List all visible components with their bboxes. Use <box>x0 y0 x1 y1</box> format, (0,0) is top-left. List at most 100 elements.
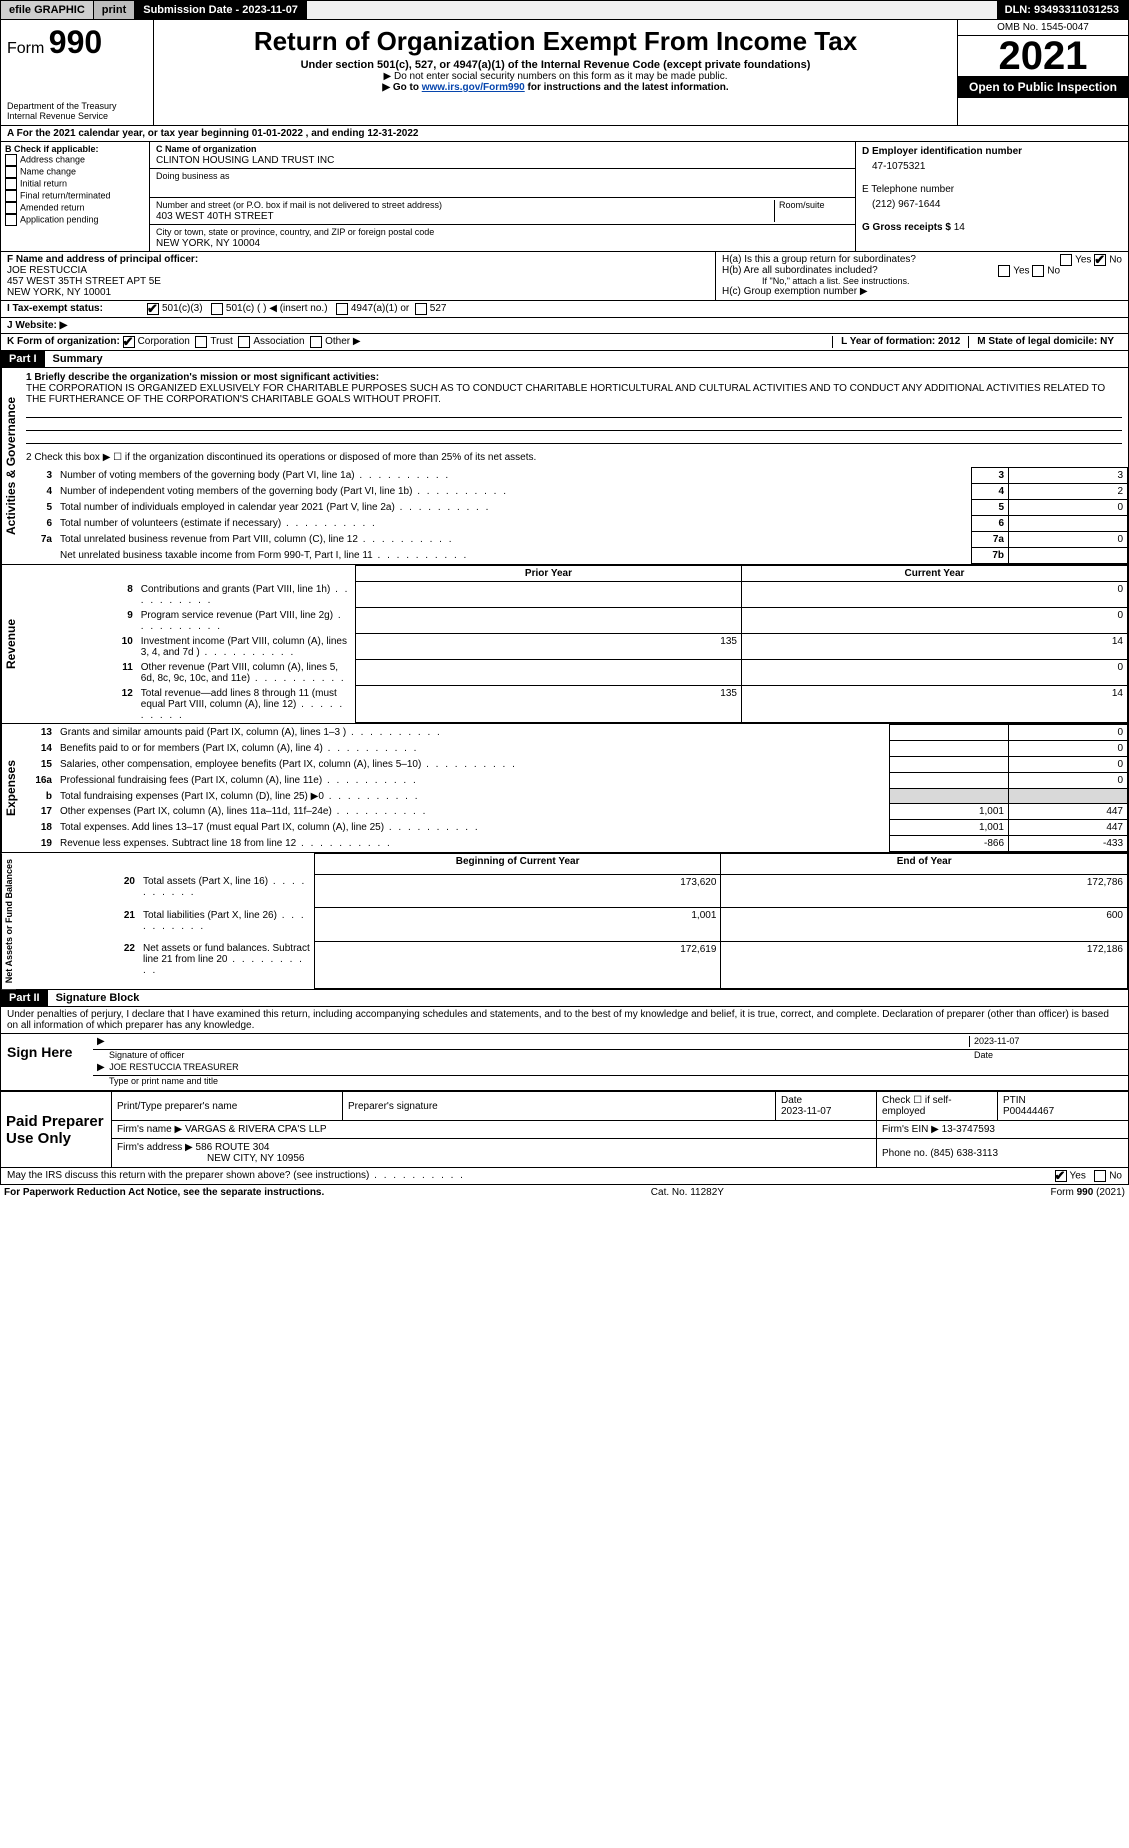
gross-receipts: G Gross receipts $ 14 <box>862 222 1122 233</box>
ha-group-return: H(a) Is this a group return for subordin… <box>722 254 1122 265</box>
chk-trust[interactable] <box>195 336 207 348</box>
chk-501c[interactable] <box>211 303 223 315</box>
hb-note: If "No," attach a list. See instructions… <box>722 276 1122 286</box>
chk-other[interactable] <box>310 336 322 348</box>
col-current-year: Current Year <box>741 566 1127 582</box>
gross-value: 14 <box>954 222 965 233</box>
date-label: Date <box>974 1050 1124 1060</box>
opt-501c: 501(c) ( ) ◀ (insert no.) <box>226 303 328 315</box>
ssn-note: ▶ Do not enter social security numbers o… <box>160 71 951 82</box>
chk-501c3[interactable] <box>147 303 159 315</box>
row-k-form-org: K Form of organization: Corporation Trus… <box>0 334 1129 351</box>
hb-yes-chk[interactable] <box>998 265 1010 277</box>
chk-label: Initial return <box>20 178 67 188</box>
form-title: Return of Organization Exempt From Incom… <box>160 26 951 57</box>
yes-label: Yes <box>1070 1171 1086 1182</box>
phone-label: Phone no. <box>882 1148 928 1159</box>
chk-amended-return[interactable]: Amended return <box>5 202 145 214</box>
arrow-icon <box>97 1036 107 1047</box>
discuss-no-chk[interactable] <box>1094 1170 1106 1182</box>
ha-no-chk[interactable] <box>1094 254 1106 266</box>
chk-assoc[interactable] <box>238 336 250 348</box>
part1-header: Part I Summary <box>0 351 1129 368</box>
chk-label: Final return/terminated <box>20 190 111 200</box>
tel-value: (212) 967-1644 <box>872 199 1122 210</box>
officer-name: JOE RESTUCCIA <box>7 265 87 276</box>
no-label: No <box>1109 1171 1122 1182</box>
ein-value: 47-1075321 <box>872 161 1122 172</box>
no-label: No <box>1109 255 1122 266</box>
tax-status-label: I Tax-exempt status: <box>7 303 147 315</box>
table-row: 18 Total expenses. Add lines 13–17 (must… <box>20 820 1128 836</box>
chk-name-change[interactable]: Name change <box>5 166 145 178</box>
room-label: Room/suite <box>779 200 825 210</box>
chk-address-change[interactable]: Address change <box>5 154 145 166</box>
hb-no-chk[interactable] <box>1032 265 1044 277</box>
row-j-website: J Website: ▶ <box>0 318 1129 334</box>
discuss-question: May the IRS discuss this return with the… <box>7 1170 465 1182</box>
chk-4947[interactable] <box>336 303 348 315</box>
form-no: 990 <box>49 24 102 60</box>
yes-label: Yes <box>1013 266 1029 277</box>
chk-527[interactable] <box>415 303 427 315</box>
col-b-checkboxes: B Check if applicable: Address change Na… <box>1 142 150 251</box>
org-city: NEW YORK, NY 10004 <box>156 238 260 249</box>
chk-initial-return[interactable]: Initial return <box>5 178 145 190</box>
part2-header: Part II Signature Block <box>0 990 1129 1007</box>
table-row: 8 Contributions and grants (Part VIII, l… <box>20 582 1128 608</box>
officer-addr2: NEW YORK, NY 10001 <box>7 287 111 298</box>
col-c-org-info: C Name of organization CLINTON HOUSING L… <box>150 142 856 251</box>
instructions-note: ▶ Go to www.irs.gov/Form990 for instruct… <box>160 82 951 93</box>
chk-final-return[interactable]: Final return/terminated <box>5 190 145 202</box>
firm-addr1: 586 ROUTE 304 <box>196 1142 270 1153</box>
table-row: 14 Benefits paid to or for members (Part… <box>20 741 1128 757</box>
opt-corp: Corporation <box>138 336 190 348</box>
city-label: City or town, state or province, country… <box>156 227 434 237</box>
instructions-link[interactable]: www.irs.gov/Form990 <box>422 82 525 93</box>
table-row: 9 Program service revenue (Part VIII, li… <box>20 608 1128 634</box>
preparer-date: Date 2023-11-07 <box>776 1092 877 1121</box>
ha-label: H(a) Is this a group return for subordin… <box>722 254 916 265</box>
col-end-year: End of Year <box>721 854 1128 875</box>
ptin-value: P00444467 <box>1003 1106 1054 1117</box>
table-row: 7a Total unrelated business revenue from… <box>20 532 1128 548</box>
tab-net-assets: Net Assets or Fund Balances <box>1 853 16 989</box>
chk-corp[interactable] <box>123 336 135 348</box>
table-row: 12 Total revenue—add lines 8 through 11 … <box>20 686 1128 723</box>
part1-governance: Activities & Governance 1 Briefly descri… <box>0 368 1129 565</box>
print-button[interactable]: print <box>94 1 135 19</box>
org-name: CLINTON HOUSING LAND TRUST INC <box>156 155 334 166</box>
part1-revenue: Revenue Prior Year Current Year 8 Contri… <box>0 565 1129 724</box>
opt-527: 527 <box>430 303 447 315</box>
sig-officer-label: Signature of officer <box>97 1050 974 1060</box>
opt-other: Other ▶ <box>325 336 360 348</box>
part1-expenses: Expenses 13 Grants and similar amounts p… <box>0 724 1129 853</box>
table-row: 15 Salaries, other compensation, employe… <box>20 757 1128 773</box>
table-row: 21 Total liabilities (Part X, line 26) 1… <box>16 908 1128 941</box>
table-row: 3 Number of voting members of the govern… <box>20 468 1128 484</box>
tel-label: E Telephone number <box>862 184 1122 195</box>
irs-label: Internal Revenue Service <box>7 111 147 121</box>
table-row: 6 Total number of volunteers (estimate i… <box>20 516 1128 532</box>
table-row: 13 Grants and similar amounts paid (Part… <box>20 725 1128 741</box>
state-domicile: M State of legal domicile: NY <box>968 336 1122 348</box>
tab-expenses: Expenses <box>1 724 20 852</box>
chk-application-pending[interactable]: Application pending <box>5 214 145 226</box>
year-formation: L Year of formation: 2012 <box>832 336 968 348</box>
table-row: b Total fundraising expenses (Part IX, c… <box>20 789 1128 804</box>
preparer-sig-header: Preparer's signature <box>343 1092 776 1121</box>
footer-mid: Cat. No. 11282Y <box>651 1187 724 1198</box>
governance-table: 3 Number of voting members of the govern… <box>20 467 1128 564</box>
mission-blank-lines <box>26 405 1122 444</box>
discuss-yes-chk[interactable] <box>1055 1170 1067 1182</box>
dba-label: Doing business as <box>156 171 230 181</box>
table-row: 10 Investment income (Part VIII, column … <box>20 634 1128 660</box>
chk-label: Name change <box>20 166 76 176</box>
signature-block: Sign Here 2023-11-07 Signature of office… <box>0 1034 1129 1091</box>
opt-4947: 4947(a)(1) or <box>351 303 409 315</box>
tax-year: 2021 <box>958 36 1128 76</box>
phone-value: (845) 638-3113 <box>930 1148 998 1159</box>
ha-yes-chk[interactable] <box>1060 254 1072 266</box>
submission-date: Submission Date - 2023-11-07 <box>135 1 307 19</box>
table-row: 4 Number of independent voting members o… <box>20 484 1128 500</box>
